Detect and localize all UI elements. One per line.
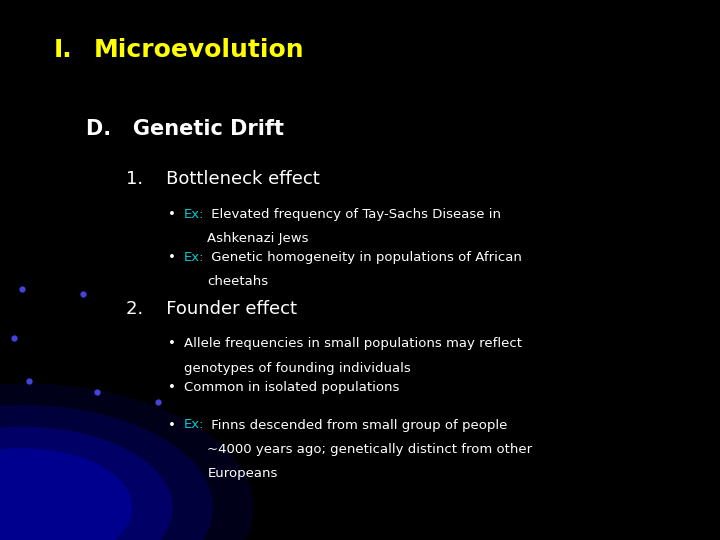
Text: Ex:: Ex: xyxy=(184,208,204,221)
Text: Elevated frequency of Tay-Sachs Disease in: Elevated frequency of Tay-Sachs Disease … xyxy=(207,208,501,221)
Ellipse shape xyxy=(0,405,213,540)
Text: Allele frequencies in small populations may reflect: Allele frequencies in small populations … xyxy=(184,338,521,350)
Text: •: • xyxy=(168,251,176,264)
Ellipse shape xyxy=(0,427,173,540)
Text: •: • xyxy=(168,418,176,431)
Text: I.: I. xyxy=(54,38,73,62)
Text: Ashkenazi Jews: Ashkenazi Jews xyxy=(207,232,309,245)
Text: Ex:: Ex: xyxy=(184,251,204,264)
Text: Microevolution: Microevolution xyxy=(94,38,305,62)
Text: •: • xyxy=(168,208,176,221)
Text: Genetic homogeneity in populations of African: Genetic homogeneity in populations of Af… xyxy=(207,251,522,264)
Text: Finns descended from small group of people: Finns descended from small group of peop… xyxy=(207,418,508,431)
Text: 2.    Founder effect: 2. Founder effect xyxy=(126,300,297,318)
Text: Europeans: Europeans xyxy=(207,467,278,480)
Text: Ex:: Ex: xyxy=(184,418,204,431)
Ellipse shape xyxy=(0,448,132,540)
Text: genotypes of founding individuals: genotypes of founding individuals xyxy=(184,362,410,375)
Ellipse shape xyxy=(0,383,253,540)
Text: D.   Genetic Drift: D. Genetic Drift xyxy=(86,119,284,139)
Text: ~4000 years ago; genetically distinct from other: ~4000 years ago; genetically distinct fr… xyxy=(207,443,533,456)
Text: •: • xyxy=(168,338,176,350)
Text: Common in isolated populations: Common in isolated populations xyxy=(184,381,399,394)
Text: cheetahs: cheetahs xyxy=(207,275,269,288)
Text: 1.    Bottleneck effect: 1. Bottleneck effect xyxy=(126,170,320,188)
Text: •: • xyxy=(168,381,176,394)
